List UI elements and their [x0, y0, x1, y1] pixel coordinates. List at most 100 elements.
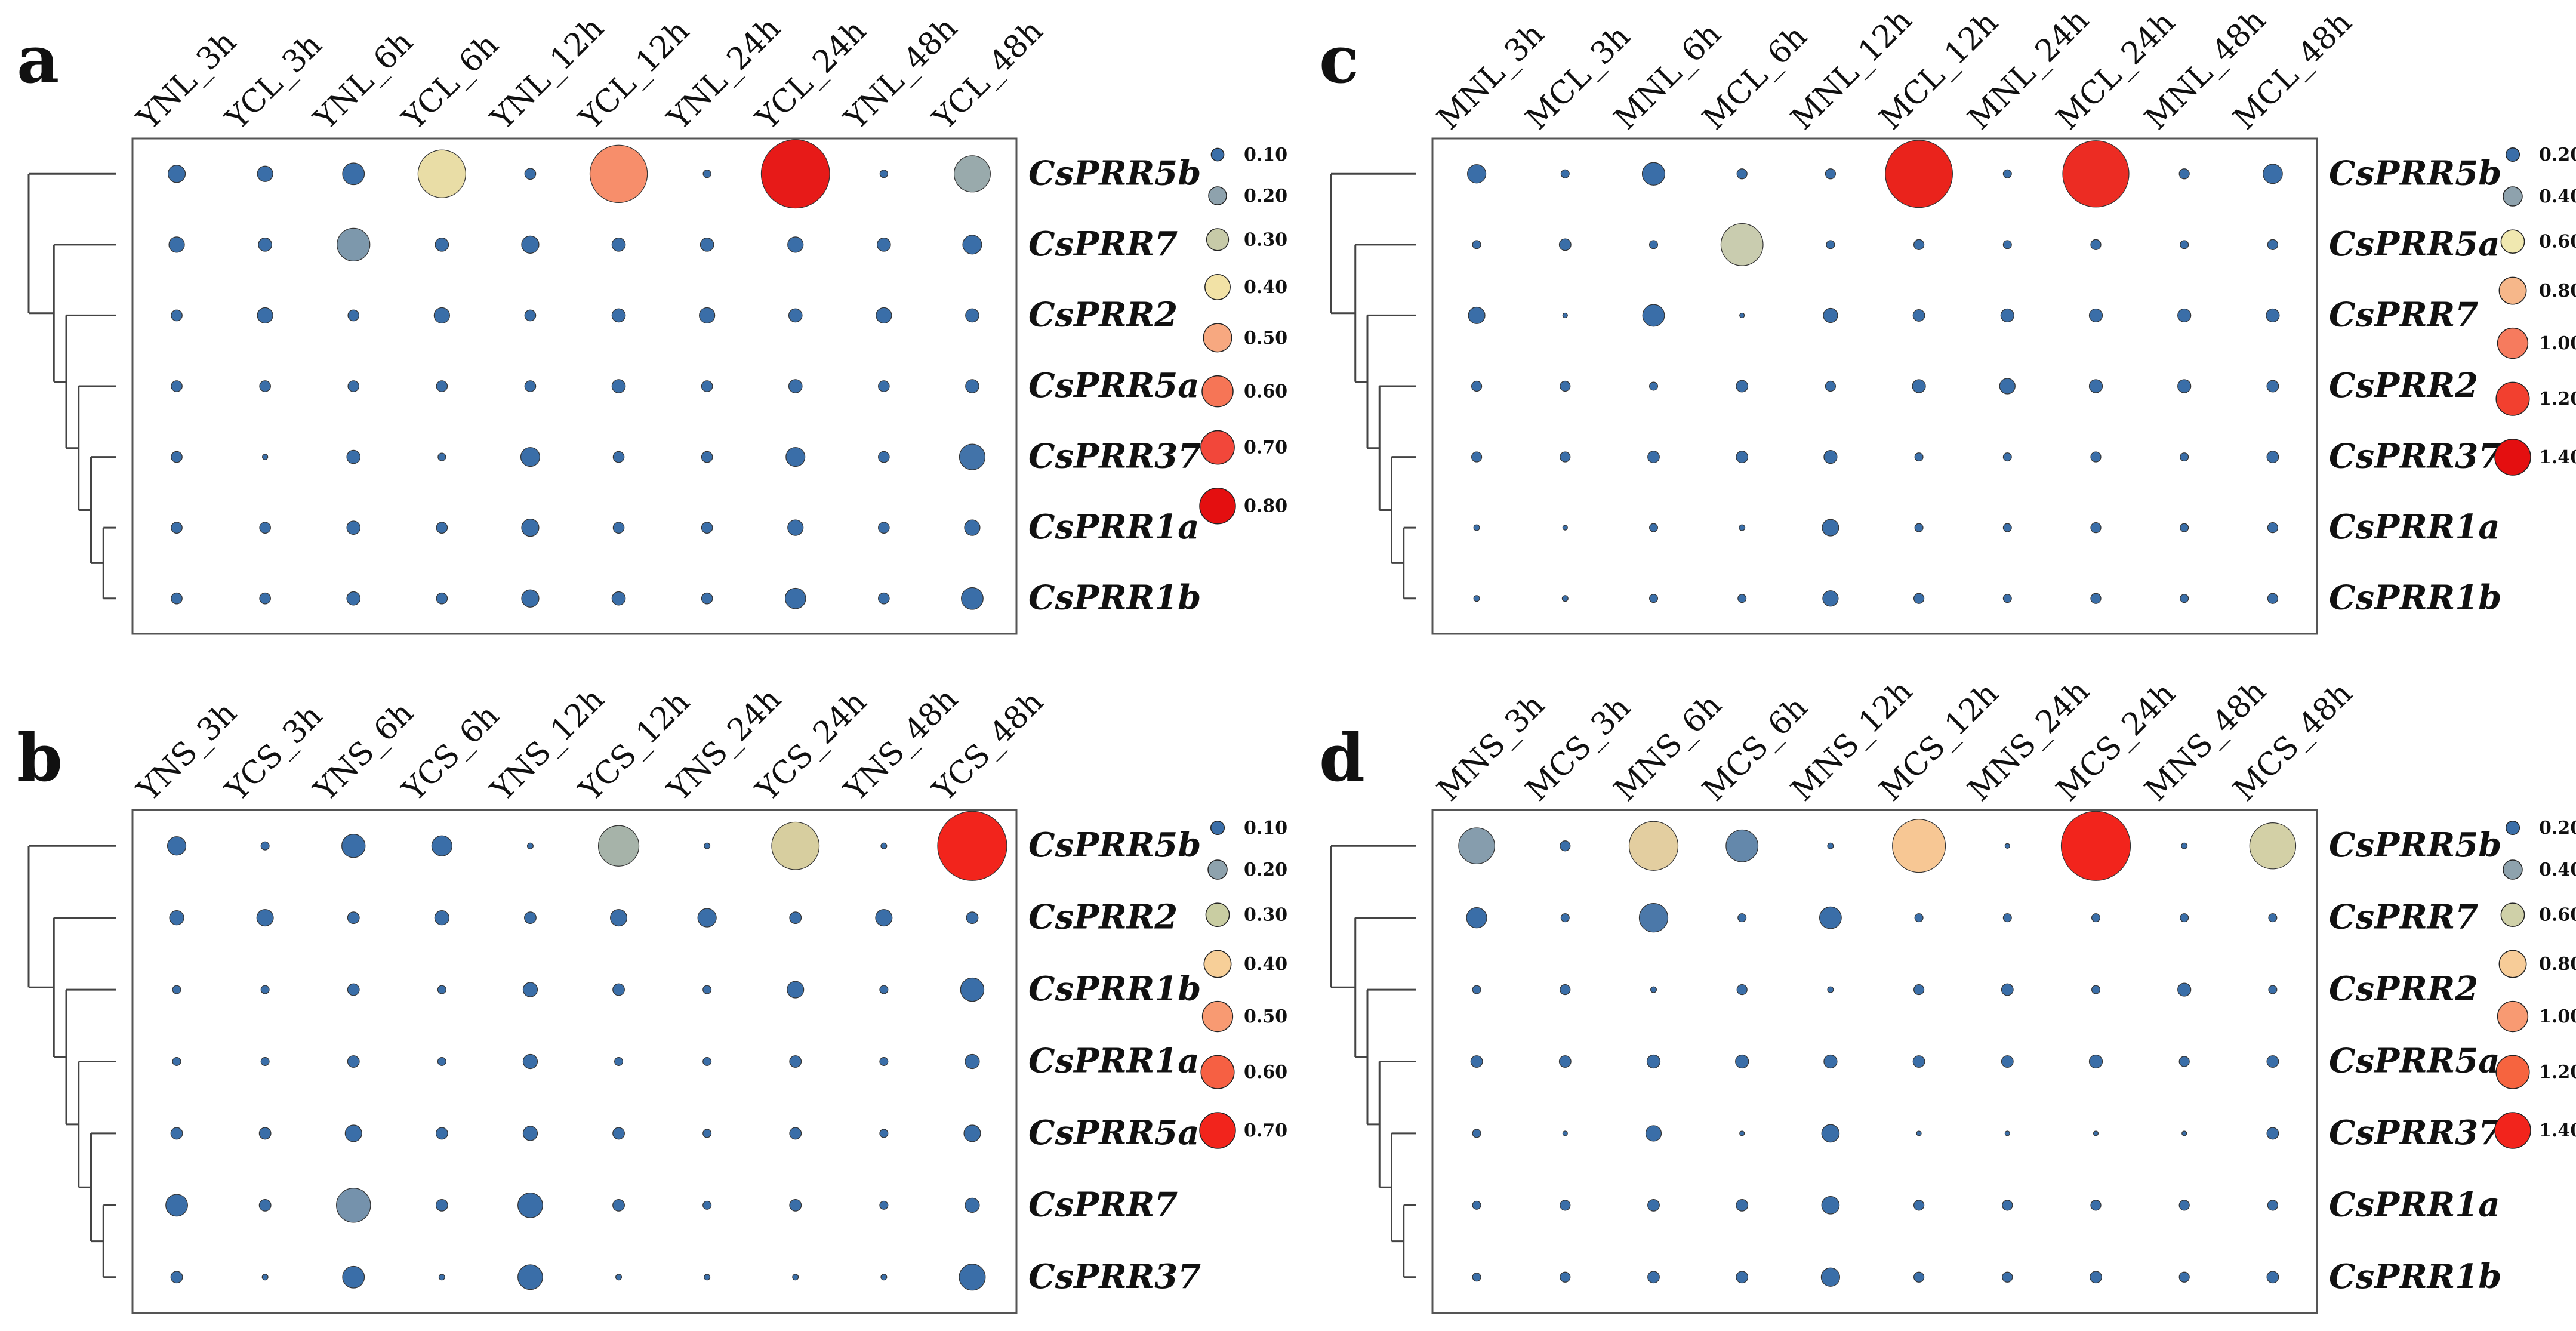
bubble: [879, 1200, 889, 1210]
gene-label: CsPRR37: [1028, 437, 1201, 476]
legend-bubble: [1207, 859, 1228, 880]
bubble: [788, 308, 803, 323]
bubble: [1471, 451, 1483, 463]
legend: 0.10 0.20 0.30 0.40 0.50 0.60 0.70: [1199, 818, 1287, 1149]
bubble: [517, 1192, 543, 1218]
bubble: [258, 1127, 272, 1140]
bubble: [937, 811, 1007, 881]
bubble: [1825, 168, 1836, 180]
bubble: [702, 985, 712, 994]
bubble: [880, 1274, 888, 1281]
plot-frame: [131, 137, 1018, 635]
bubble: [879, 170, 888, 178]
bubble: [614, 1056, 624, 1066]
bubble: [1999, 378, 2016, 395]
bubble: [787, 519, 804, 536]
legend-bubble: [2498, 276, 2527, 305]
bubble: [435, 1127, 448, 1140]
bubble: [259, 522, 271, 534]
bubble: [171, 592, 183, 605]
legend-label: 0.40: [2539, 859, 2576, 880]
bubble: [170, 1271, 183, 1284]
bubble: [2267, 522, 2278, 534]
bubble: [435, 1198, 448, 1212]
bubble: [1560, 913, 1570, 923]
bubble: [260, 841, 270, 851]
bubble: [1739, 312, 1745, 319]
bubble: [171, 380, 183, 392]
gene-label: CsPRR5a: [2329, 1042, 2500, 1081]
bubble: [2177, 379, 2192, 393]
gene-label: CsPRR5b: [2329, 825, 2501, 865]
gene-label: CsPRR7: [1028, 1185, 1178, 1224]
gene-label: CsPRR5a: [1028, 366, 1200, 405]
legend-bubble: [1208, 186, 1227, 205]
bubble: [260, 985, 270, 994]
bubble: [789, 1127, 802, 1140]
legend-label: 1.20: [2539, 389, 2576, 409]
bubble: [347, 1055, 360, 1068]
bubble: [784, 587, 806, 609]
bubble: [2178, 168, 2190, 180]
gene-label: CsPRR2: [2329, 366, 2478, 405]
bubble: [1885, 140, 1953, 208]
plot-frame: [1431, 137, 2318, 635]
gene-label: CsPRR1a: [2329, 1185, 2500, 1224]
bubble: [2091, 913, 2101, 923]
bubble: [1560, 1200, 1571, 1211]
gene-label: CsPRR5a: [1028, 1113, 1200, 1153]
legend-bubble: [1200, 1055, 1235, 1089]
gene-label: CsPRR1b: [1028, 969, 1201, 1009]
bubble: [878, 522, 890, 534]
bubble: [1736, 168, 1748, 180]
bubble: [1913, 984, 1925, 996]
legend-label: 0.60: [2539, 232, 2576, 252]
gene-label: CsPRR1a: [1028, 507, 1200, 547]
column-label: YNS_3h: [130, 695, 244, 809]
bubble: [701, 592, 713, 605]
bubble: [2181, 1130, 2187, 1136]
bubble: [1736, 1198, 1749, 1212]
gene-label: CsPRR2: [1028, 295, 1178, 334]
panel-c: c MNL_3hMCL_3hMNL_6hMCL_6hMNL_12hMCL_12hM…: [1319, 2, 2576, 635]
bubble: [1913, 239, 1925, 250]
bubble: [167, 165, 186, 183]
bubble: [875, 909, 893, 927]
legend-bubble: [1203, 950, 1232, 978]
legend-bubble: [1210, 147, 1225, 162]
bubble: [1820, 1267, 1840, 1287]
legend-label: 1.20: [2539, 1062, 2576, 1083]
bubble: [959, 1264, 986, 1291]
bubble: [2178, 1271, 2190, 1283]
bubble: [2268, 913, 2278, 923]
bubble: [2267, 1200, 2278, 1211]
bubble: [347, 911, 360, 925]
bubble: [611, 238, 626, 252]
gene-label: CsPRR37: [1028, 1257, 1201, 1296]
bubble: [965, 1053, 980, 1070]
bubble: [2266, 1127, 2279, 1140]
legend-label: 0.60: [1244, 1062, 1287, 1083]
bubble: [2002, 169, 2012, 178]
bubble: [434, 910, 449, 926]
legend-bubble: [1210, 820, 1225, 836]
legend-label: 0.20: [1244, 859, 1287, 880]
bubble: [2090, 1271, 2102, 1284]
bubble: [2268, 985, 2278, 994]
gene-label: CsPRR7: [2329, 295, 2478, 334]
bubble: [1472, 1129, 1481, 1138]
bubble: [171, 309, 183, 322]
bubble: [1466, 907, 1487, 929]
bubble: [2093, 1130, 2099, 1136]
bubble: [436, 592, 448, 605]
legend-label: 0.80: [2539, 281, 2576, 301]
legend-bubble: [2500, 902, 2525, 928]
legend-label: 0.70: [1244, 1120, 1287, 1141]
legend-bubble: [2495, 1055, 2530, 1089]
bubble: [877, 238, 891, 252]
bubble: [342, 1265, 365, 1289]
bubble: [612, 522, 625, 534]
bubble: [960, 977, 985, 1002]
legend-label: 0.30: [1244, 905, 1287, 926]
